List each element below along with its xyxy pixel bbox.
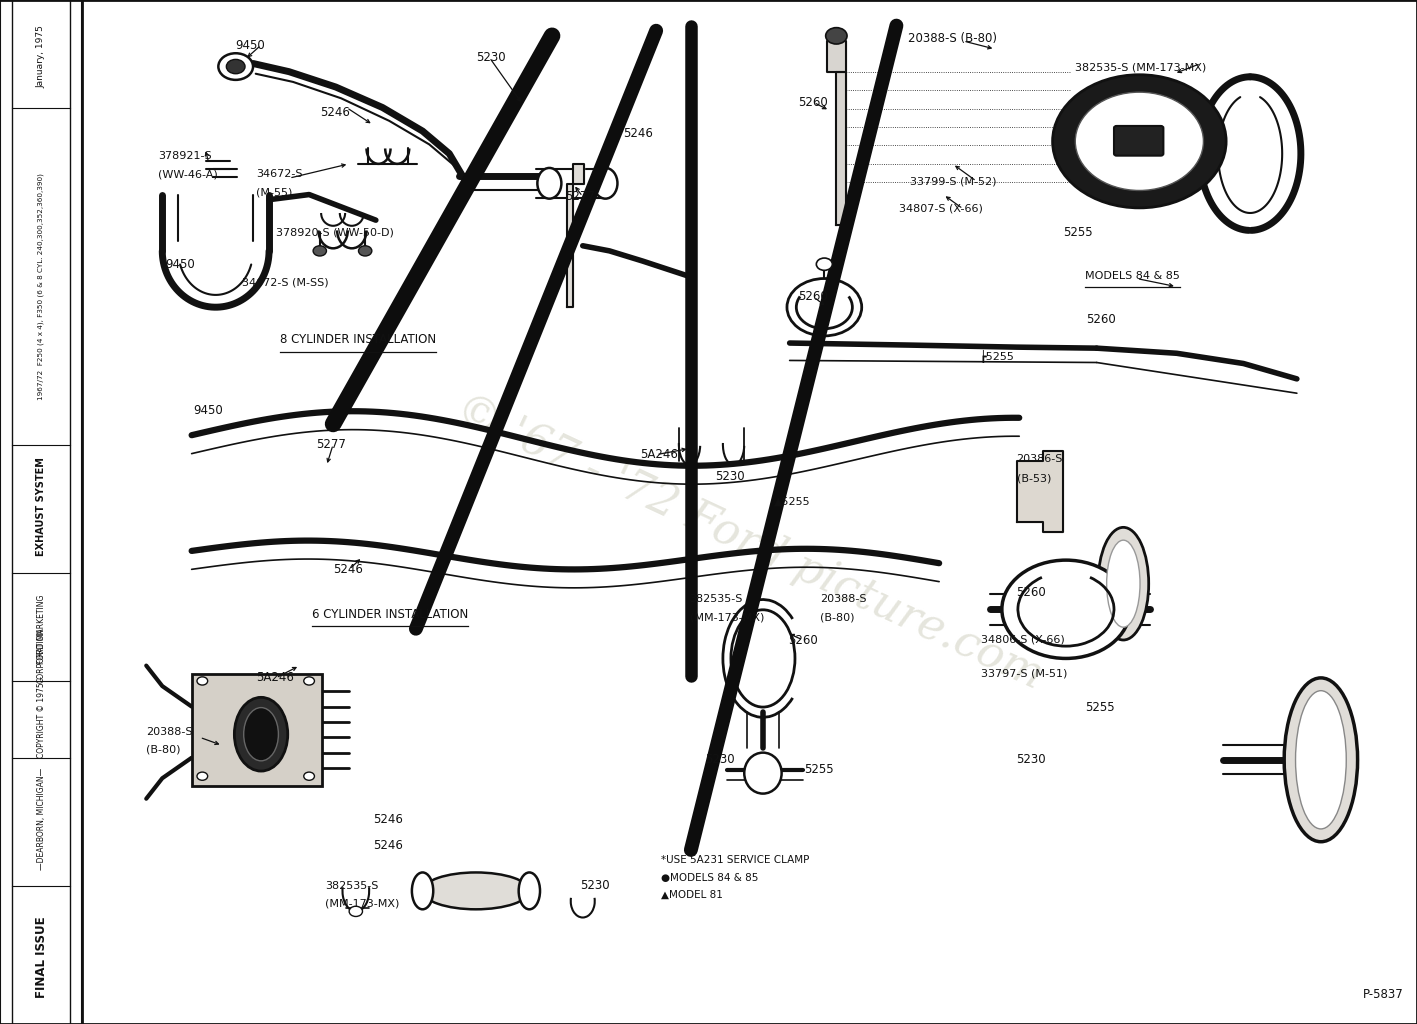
Text: *USE 5A231 SERVICE CLAMP: *USE 5A231 SERVICE CLAMP bbox=[662, 855, 811, 865]
Text: —DEARBORN, MICHIGAN—: —DEARBORN, MICHIGAN— bbox=[37, 768, 45, 870]
Text: 9450: 9450 bbox=[164, 258, 194, 270]
Ellipse shape bbox=[1107, 541, 1141, 627]
Text: 5230: 5230 bbox=[716, 470, 744, 482]
Ellipse shape bbox=[234, 697, 288, 771]
Text: 5246: 5246 bbox=[623, 127, 653, 139]
Text: 5A246: 5A246 bbox=[255, 672, 293, 684]
Text: 8 CYLINDER INSTALLATION: 8 CYLINDER INSTALLATION bbox=[279, 334, 436, 346]
Circle shape bbox=[227, 59, 245, 74]
Text: 5230: 5230 bbox=[476, 51, 506, 63]
Circle shape bbox=[218, 53, 254, 80]
FancyBboxPatch shape bbox=[1114, 126, 1163, 156]
Text: 5260: 5260 bbox=[798, 291, 828, 303]
Text: (B-53): (B-53) bbox=[1016, 473, 1051, 483]
Ellipse shape bbox=[519, 872, 540, 909]
Text: 33797-S (M-51): 33797-S (M-51) bbox=[981, 669, 1067, 679]
Text: 34672-S: 34672-S bbox=[255, 169, 302, 179]
Text: COPYRIGHT © 1975 –: COPYRIGHT © 1975 – bbox=[37, 676, 45, 758]
Ellipse shape bbox=[1284, 678, 1357, 842]
Circle shape bbox=[349, 906, 363, 916]
Circle shape bbox=[197, 772, 208, 780]
Text: (WW-46-A): (WW-46-A) bbox=[159, 169, 218, 179]
Text: 9450: 9450 bbox=[193, 404, 222, 417]
Text: ┢5255: ┢5255 bbox=[979, 350, 1015, 362]
Text: 33799-S (M-52): 33799-S (M-52) bbox=[910, 176, 996, 186]
Text: 5246: 5246 bbox=[333, 563, 363, 575]
Text: © '67 - '72 Ford picture.com: © '67 - '72 Ford picture.com bbox=[449, 387, 1050, 698]
Ellipse shape bbox=[744, 753, 782, 794]
Text: 382535-S (MM-173-MX): 382535-S (MM-173-MX) bbox=[1076, 62, 1206, 73]
Text: 20388-S: 20388-S bbox=[146, 727, 193, 737]
Text: MODELS 84 & 85: MODELS 84 & 85 bbox=[1084, 271, 1179, 282]
Text: (MM-173-MX): (MM-173-MX) bbox=[324, 898, 400, 908]
Text: 382535-S: 382535-S bbox=[324, 881, 378, 891]
Circle shape bbox=[816, 258, 832, 270]
Text: 5260: 5260 bbox=[798, 96, 828, 109]
Text: 20388-S: 20388-S bbox=[820, 594, 867, 604]
Circle shape bbox=[313, 246, 326, 256]
Text: ▲5255: ▲5255 bbox=[774, 497, 811, 507]
Text: 5255: 5255 bbox=[1084, 701, 1114, 714]
Text: 1967/72  F250 (4 x 4), F350 (6 & 8 CYL. 240,300,352,360,390): 1967/72 F250 (4 x 4), F350 (6 & 8 CYL. 2… bbox=[38, 173, 44, 400]
Circle shape bbox=[786, 279, 862, 336]
Circle shape bbox=[826, 28, 847, 44]
Text: 34672-S (M-SS): 34672-S (M-SS) bbox=[242, 278, 329, 288]
Bar bbox=[191, 674, 323, 786]
Text: 34807-S (X-66): 34807-S (X-66) bbox=[900, 204, 983, 214]
Text: 34806-S (X-66): 34806-S (X-66) bbox=[981, 635, 1064, 645]
Ellipse shape bbox=[422, 872, 530, 909]
Text: FINAL ISSUE: FINAL ISSUE bbox=[34, 916, 48, 998]
Text: 5277: 5277 bbox=[565, 190, 595, 203]
Ellipse shape bbox=[412, 872, 434, 909]
Ellipse shape bbox=[1295, 690, 1346, 829]
Text: (M-55): (M-55) bbox=[255, 187, 292, 198]
Circle shape bbox=[1076, 92, 1203, 190]
Circle shape bbox=[303, 772, 315, 780]
Text: 5246: 5246 bbox=[373, 813, 402, 825]
Text: 378920-S (WW-50-D): 378920-S (WW-50-D) bbox=[276, 227, 394, 238]
Text: 5260: 5260 bbox=[1016, 587, 1046, 599]
Circle shape bbox=[1002, 560, 1129, 658]
Text: 5260: 5260 bbox=[788, 634, 818, 646]
Text: ●MODELS 84 & 85: ●MODELS 84 & 85 bbox=[662, 872, 760, 883]
Polygon shape bbox=[828, 41, 846, 225]
Circle shape bbox=[197, 677, 208, 685]
Circle shape bbox=[303, 677, 315, 685]
Text: 5277: 5277 bbox=[316, 438, 346, 451]
Text: 9450: 9450 bbox=[235, 39, 265, 51]
Text: 5255: 5255 bbox=[1063, 226, 1093, 239]
Text: EXHAUST SYSTEM: EXHAUST SYSTEM bbox=[35, 458, 47, 556]
Text: 5246: 5246 bbox=[373, 840, 402, 852]
Text: ▲MODEL 81: ▲MODEL 81 bbox=[662, 890, 723, 900]
Ellipse shape bbox=[244, 708, 278, 761]
Text: 5230: 5230 bbox=[706, 754, 735, 766]
Text: 5255: 5255 bbox=[805, 763, 835, 775]
Circle shape bbox=[1053, 75, 1226, 208]
Text: 378921-S: 378921-S bbox=[159, 151, 213, 161]
Text: (B-80): (B-80) bbox=[146, 744, 181, 755]
Text: CORPORATION: CORPORATION bbox=[37, 628, 45, 683]
Ellipse shape bbox=[1098, 527, 1149, 640]
Text: (B-80): (B-80) bbox=[820, 612, 854, 623]
Text: 5230: 5230 bbox=[580, 880, 609, 892]
Text: (MM-173-MX): (MM-173-MX) bbox=[690, 612, 764, 623]
Ellipse shape bbox=[594, 168, 618, 199]
Text: 5260: 5260 bbox=[1085, 313, 1115, 326]
Text: P-5837: P-5837 bbox=[1363, 988, 1404, 1001]
Text: January, 1975: January, 1975 bbox=[37, 25, 45, 88]
Polygon shape bbox=[1016, 451, 1063, 532]
Text: 20388-S (B-80): 20388-S (B-80) bbox=[908, 33, 998, 45]
Circle shape bbox=[359, 246, 371, 256]
Text: 20386-S: 20386-S bbox=[1016, 454, 1063, 464]
Ellipse shape bbox=[731, 609, 795, 707]
Text: 5246: 5246 bbox=[320, 106, 350, 119]
Text: FORD MARKETING: FORD MARKETING bbox=[37, 595, 45, 665]
Text: 6 CYLINDER INSTALLATION: 6 CYLINDER INSTALLATION bbox=[312, 608, 468, 621]
Text: 382535-S: 382535-S bbox=[690, 594, 743, 604]
Polygon shape bbox=[567, 164, 584, 307]
Text: 5230: 5230 bbox=[1016, 754, 1046, 766]
Text: 5A246: 5A246 bbox=[640, 449, 677, 461]
Ellipse shape bbox=[537, 168, 561, 199]
